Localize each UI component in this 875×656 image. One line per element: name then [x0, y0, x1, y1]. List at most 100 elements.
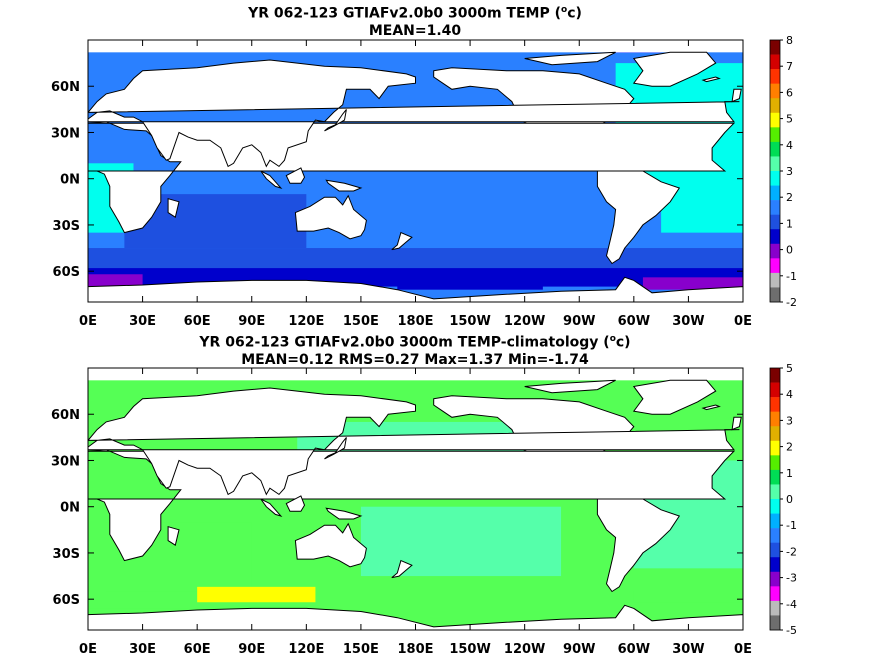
colorbar-label: 1 [786, 467, 793, 480]
bottom-map: 0E 30E 60E 90E 120E 150E 180E 150W 120W 90W 60W 30W… [51, 362, 797, 656]
colorbar-swatch [770, 528, 780, 543]
colorbar-swatch [770, 469, 780, 485]
colorbar-swatch [770, 426, 780, 442]
x-tick-label: 30E [129, 314, 156, 329]
top-chart-title: YR 062-123 GTIAFv2.0b0 3000m TEMP (oc) M… [0, 2, 830, 40]
field-patch [88, 591, 189, 609]
land-arcticIslands [524, 379, 616, 394]
colorbar-label: 4 [786, 139, 793, 152]
x-tick-label: 0E [79, 314, 97, 329]
land-sumatra [260, 170, 283, 189]
colorbar-label: 4 [786, 388, 793, 401]
colorbar-swatch [770, 411, 780, 427]
colorbar-swatch [770, 272, 780, 288]
colorbar-swatch [770, 54, 780, 70]
top-chart-title-line2: MEAN=1.40 [368, 22, 462, 39]
y-tick-label: 60S [53, 265, 80, 280]
x-tick-label: 0E [79, 642, 97, 656]
land-eurasia [88, 387, 740, 496]
field-patch [397, 274, 543, 290]
colorbar-swatch [770, 499, 780, 514]
colorbar-swatch [770, 557, 780, 573]
land-arcticIslands [524, 51, 616, 66]
top-chart-title-line1: YR 062-123 GTIAFv2.0b0 3000m TEMP (oc) [248, 5, 582, 22]
y-tick-label: 30N [51, 454, 80, 469]
y-tick-label: 30S [53, 219, 80, 234]
x-tick-label: 120E [288, 314, 324, 329]
colorbar-label: -2 [786, 296, 797, 309]
x-tick-label: 180E [397, 642, 433, 656]
field-patch [88, 274, 143, 287]
colorbar-swatch [770, 185, 780, 201]
x-tick-label: 90E [238, 314, 265, 329]
colorbar-label: -2 [786, 545, 797, 558]
land-japan [324, 109, 347, 132]
land-americaS [596, 162, 681, 265]
colorbar-label: 0 [786, 244, 793, 257]
colorbar-swatch [770, 40, 780, 55]
colorbar-label: 5 [786, 113, 793, 126]
land-australia [294, 522, 367, 568]
land-iceland [701, 404, 721, 411]
field-patch [642, 277, 743, 290]
colorbar-label: 6 [786, 86, 793, 99]
bottom-chart-title-line1: YR 062-123 GTIAFv2.0b0 3000m TEMP-climat… [199, 334, 631, 351]
colorbar-label: 2 [786, 191, 793, 204]
x-tick-label: 180E [397, 314, 433, 329]
top-field [88, 40, 743, 302]
x-tick-label: 120W [504, 642, 545, 656]
colorbar-swatch [770, 83, 780, 99]
colorbar-swatch [770, 229, 780, 245]
land-iceland [701, 76, 721, 83]
colorbar-swatch [770, 455, 780, 471]
field-patch [88, 248, 743, 272]
land-greenland [632, 51, 717, 87]
colorbar-swatch [770, 397, 780, 412]
colorbar-swatch [770, 98, 780, 114]
colorbar-swatch [770, 112, 780, 128]
colorbar-swatch [770, 382, 780, 398]
colorbar-swatch [770, 69, 780, 84]
colorbar-label: 2 [786, 441, 793, 454]
y-tick-label: 60N [51, 408, 80, 423]
land-antarctica [88, 276, 743, 302]
land-madagascar [167, 526, 180, 546]
x-tick-label: 90E [238, 642, 265, 656]
colorbar-swatch [770, 513, 780, 529]
colorbar-swatch [770, 214, 780, 230]
colorbar-label: 1 [786, 217, 793, 230]
land-newguinea [325, 179, 363, 192]
colorbar-label: 7 [786, 60, 793, 73]
y-tick-label: 60N [51, 80, 80, 95]
colorbar-swatch [770, 287, 780, 303]
x-tick-label: 60W [618, 642, 650, 656]
land-borneo [285, 495, 306, 512]
colorbar-swatch [770, 127, 780, 143]
land-newguinea [325, 507, 363, 520]
land-nz [391, 231, 413, 251]
x-tick-label: 60W [618, 314, 650, 329]
colorbar-label: -3 [786, 572, 797, 585]
x-tick-label: 30W [672, 642, 704, 656]
land-uk [731, 416, 742, 431]
x-tick-label: 90W [563, 314, 595, 329]
land-greenland [632, 379, 717, 415]
y-tick-label: 0N [60, 173, 80, 188]
colorbar-swatch [770, 156, 780, 172]
x-tick-label: 0E [734, 642, 752, 656]
colorbar-swatch [770, 141, 780, 157]
x-tick-label: 150E [343, 642, 379, 656]
colorbar-label: -1 [786, 519, 797, 532]
land-uk [731, 88, 742, 103]
colorbar-swatch [770, 440, 780, 456]
y-tick-label: 30N [51, 126, 80, 141]
colorbar-swatch [770, 484, 780, 500]
colorbar-swatch [770, 615, 780, 631]
colorbar-swatch [770, 600, 780, 616]
land-australia [294, 194, 367, 240]
colorbar-swatch [770, 200, 780, 215]
colorbar-label: -1 [786, 270, 797, 283]
x-tick-label: 0E [734, 314, 752, 329]
land-eurasia [88, 59, 740, 168]
colorbar-label: 0 [786, 493, 793, 506]
